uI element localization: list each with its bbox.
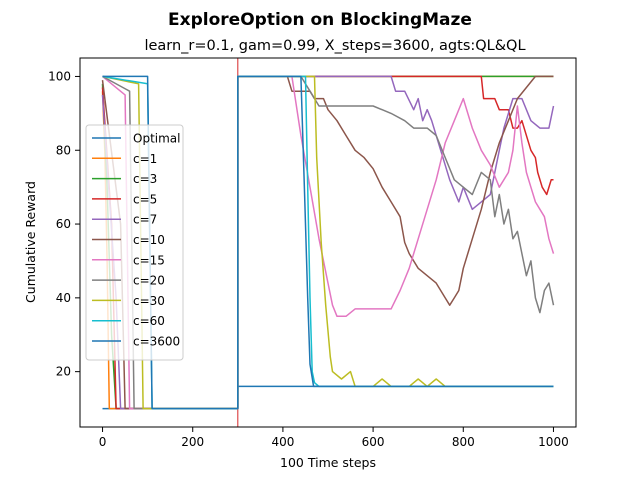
series-line-c-20 [102,75,555,410]
axes-frame [79,57,577,428]
chart-title: ExploreOption on BlockingMaze [168,10,472,30]
legend-label: c=1 [133,152,157,166]
x-tick-label: 400 [271,435,294,449]
y-tick-label: 20 [56,365,71,379]
x-axis-label: 100 Time steps [280,455,376,470]
y-tick-label: 60 [56,217,71,231]
legend-label: c=3600 [133,335,180,349]
x-tick-label: 1000 [538,435,569,449]
x-tick-label: 800 [452,435,475,449]
legend-label: Optimal [133,132,180,146]
legend-label: c=15 [133,253,165,267]
x-tick-label: 600 [362,435,385,449]
x-tick-label: 0 [99,435,107,449]
y-tick-label: 100 [48,69,71,83]
legend-label: c=30 [133,294,165,308]
legend-label: c=3 [133,172,157,186]
legend: Optimal c=1 c=3 c=5 c=7 c=10 c=15 c=20 c=30 c=60 c… [85,124,184,361]
legend-label: c=60 [133,314,165,328]
y-axis-label: Cumulative Reward [23,181,38,303]
legend-label: c=10 [133,233,165,247]
y-tick-label: 40 [56,291,71,305]
x-axis: 0 200 400 600 800 1000 [99,427,569,449]
legend-box [85,124,184,361]
series-line-c-15 [102,75,555,410]
y-tick-label: 80 [56,143,71,157]
legend-label: c=5 [133,192,157,206]
series-line-optimal [102,385,554,410]
series-line-c-3600 [102,75,554,410]
x-tick-label: 200 [181,435,204,449]
legend-label: c=7 [133,213,157,227]
y-axis: 20 40 60 80 100 [48,69,80,379]
legend-label: c=20 [133,274,165,288]
chart-subtitle: learn_r=0.1, gam=0.99, X_steps=3600, agt… [144,38,525,54]
